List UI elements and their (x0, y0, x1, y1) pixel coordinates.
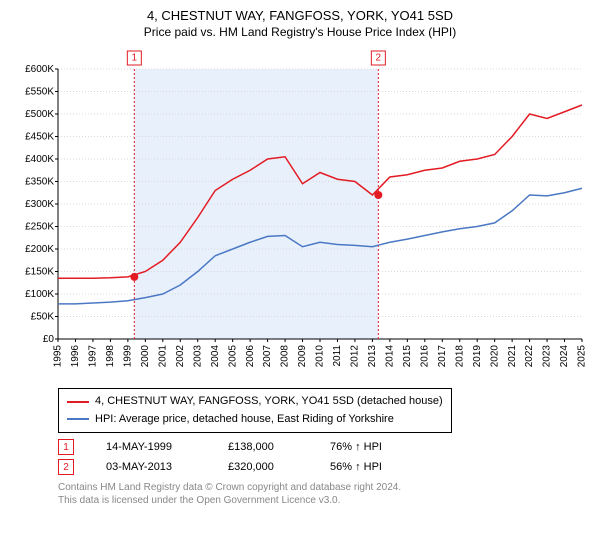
chart-title-subtitle: Price paid vs. HM Land Registry's House … (8, 25, 592, 39)
svg-text:2021: 2021 (507, 345, 518, 368)
sale-marker-price-2: £320,000 (228, 461, 298, 473)
svg-text:£0: £0 (43, 334, 55, 345)
svg-text:2008: 2008 (280, 345, 291, 368)
svg-text:2018: 2018 (454, 345, 465, 368)
svg-text:2006: 2006 (245, 345, 256, 368)
svg-text:2013: 2013 (367, 345, 378, 368)
svg-text:£100K: £100K (25, 289, 54, 300)
svg-text:2002: 2002 (175, 345, 186, 368)
legend-label-property: 4, CHESTNUT WAY, FANGFOSS, YORK, YO41 5S… (95, 393, 443, 411)
legend-row-property: 4, CHESTNUT WAY, FANGFOSS, YORK, YO41 5S… (67, 393, 443, 411)
sale-marker-date-2: 03-MAY-2013 (106, 461, 196, 473)
sale-marker-table: 1 14-MAY-1999 £138,000 76% ↑ HPI 2 03-MA… (58, 439, 592, 475)
svg-text:2001: 2001 (157, 345, 168, 368)
svg-text:2005: 2005 (227, 345, 238, 368)
svg-text:£50K: £50K (31, 312, 55, 323)
svg-text:£150K: £150K (25, 267, 54, 278)
chart-title-block: 4, CHESTNUT WAY, FANGFOSS, YORK, YO41 5S… (8, 8, 592, 39)
chart-legend: 4, CHESTNUT WAY, FANGFOSS, YORK, YO41 5S… (58, 388, 452, 433)
svg-text:1995: 1995 (53, 345, 64, 368)
svg-text:2016: 2016 (419, 345, 430, 368)
svg-text:2012: 2012 (350, 345, 361, 368)
svg-text:£600K: £600K (25, 64, 54, 75)
svg-text:2024: 2024 (559, 345, 570, 368)
sale-marker-badge-1: 1 (58, 439, 74, 455)
sale-marker-badge-2: 2 (58, 459, 74, 475)
svg-text:£300K: £300K (25, 199, 54, 210)
svg-text:£550K: £550K (25, 87, 54, 98)
chart-title-address: 4, CHESTNUT WAY, FANGFOSS, YORK, YO41 5S… (8, 8, 592, 23)
footer-line-2: This data is licensed under the Open Gov… (58, 494, 592, 507)
svg-text:1999: 1999 (123, 345, 134, 368)
svg-text:2017: 2017 (437, 345, 448, 368)
sale-marker-row-2: 2 03-MAY-2013 £320,000 56% ↑ HPI (58, 459, 592, 475)
svg-text:2014: 2014 (385, 345, 396, 368)
svg-text:2010: 2010 (315, 345, 326, 368)
svg-text:2: 2 (376, 53, 382, 64)
svg-text:£450K: £450K (25, 132, 54, 143)
footer-attribution: Contains HM Land Registry data © Crown c… (58, 481, 592, 507)
svg-text:2020: 2020 (489, 345, 500, 368)
svg-text:2011: 2011 (332, 345, 343, 367)
sale-marker-row-1: 1 14-MAY-1999 £138,000 76% ↑ HPI (58, 439, 592, 455)
svg-text:2009: 2009 (297, 345, 308, 368)
svg-text:2003: 2003 (192, 345, 203, 368)
svg-text:2022: 2022 (524, 345, 535, 368)
svg-text:2004: 2004 (210, 345, 221, 368)
svg-text:2015: 2015 (402, 345, 413, 368)
price-chart: £0 £50K £100K £150K £200K £250K £300K £350K £400… (8, 45, 592, 380)
sale-marker-pct-1: 76% ↑ HPI (330, 441, 382, 453)
sale-marker-price-1: £138,000 (228, 441, 298, 453)
svg-text:£250K: £250K (25, 222, 54, 233)
svg-text:£200K: £200K (25, 244, 54, 255)
legend-label-hpi: HPI: Average price, detached house, East… (95, 411, 394, 429)
svg-text:2000: 2000 (140, 345, 151, 368)
svg-text:2025: 2025 (577, 345, 588, 368)
legend-swatch-hpi (67, 418, 89, 420)
svg-text:1997: 1997 (88, 345, 99, 368)
svg-text:£500K: £500K (25, 109, 54, 120)
svg-text:2007: 2007 (262, 345, 273, 368)
svg-text:2023: 2023 (542, 345, 553, 368)
svg-text:1996: 1996 (70, 345, 81, 368)
svg-text:2019: 2019 (472, 345, 483, 368)
legend-row-hpi: HPI: Average price, detached house, East… (67, 411, 443, 429)
legend-swatch-property (67, 401, 89, 403)
svg-text:£350K: £350K (25, 177, 54, 188)
svg-text:1: 1 (132, 53, 138, 64)
chart-svg: £0 £50K £100K £150K £200K £250K £300K £350K £400… (8, 45, 592, 375)
footer-line-1: Contains HM Land Registry data © Crown c… (58, 481, 592, 494)
sale-marker-pct-2: 56% ↑ HPI (330, 461, 382, 473)
sale-marker-date-1: 14-MAY-1999 (106, 441, 196, 453)
svg-text:£400K: £400K (25, 154, 54, 165)
svg-text:1998: 1998 (105, 345, 116, 368)
